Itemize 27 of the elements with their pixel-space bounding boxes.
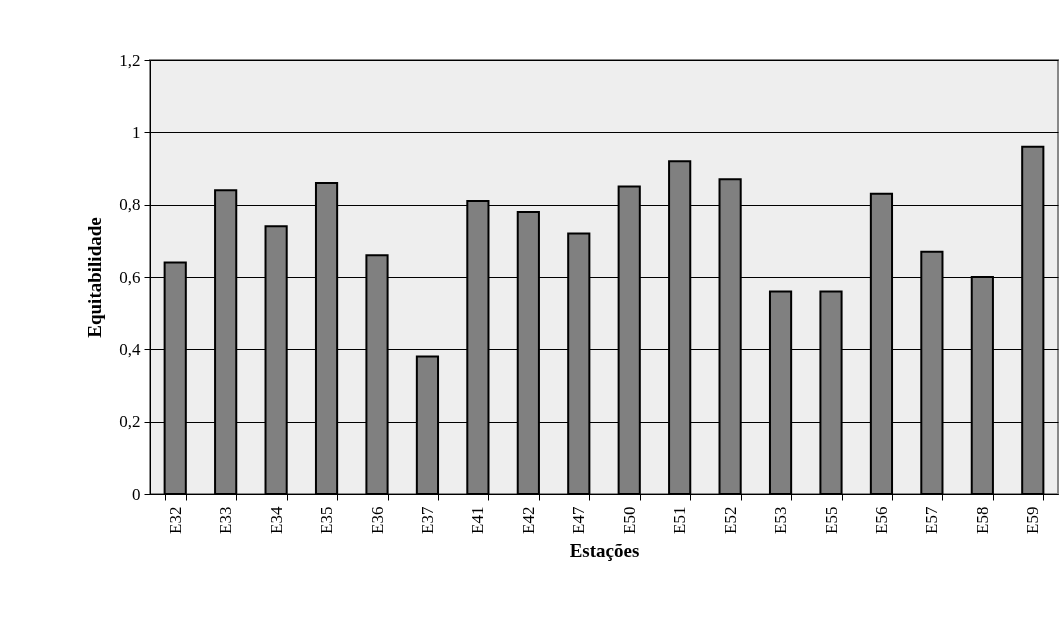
x-tick-label: E53 — [771, 506, 791, 534]
x-tick-label: E42 — [518, 506, 538, 534]
y-tick-label: 0,4 — [119, 339, 141, 359]
y-tick-label: 0 — [132, 484, 141, 504]
x-tick-label: E56 — [871, 506, 891, 534]
x-tick-label: E59 — [1023, 506, 1043, 534]
x-tick-label: E51 — [670, 506, 690, 534]
x-tick-label: E52 — [720, 506, 740, 534]
y-tick-label: 1,2 — [119, 50, 141, 70]
x-tick-label: E57 — [922, 506, 942, 534]
y-tick-label: 1 — [132, 122, 141, 142]
y-tick-label: 0,6 — [119, 267, 141, 287]
x-tick-label: E36 — [367, 506, 387, 534]
x-tick-label: E55 — [821, 506, 841, 534]
y-tick-label: 0,2 — [119, 412, 141, 432]
x-tick-label: E32 — [165, 506, 185, 534]
y-axis-title: Equitabilidade — [84, 217, 106, 338]
x-axis-title: Estações — [569, 539, 640, 561]
x-tick-label: E35 — [317, 506, 337, 534]
x-tick-label: E41 — [468, 506, 488, 534]
x-tick-label: E58 — [972, 506, 992, 534]
x-tick-label: E50 — [619, 506, 639, 534]
x-tick-label: E34 — [266, 506, 286, 534]
y-tick-label: 0,8 — [119, 195, 141, 215]
x-tick-label: E33 — [216, 506, 236, 534]
x-tick-label: E47 — [569, 506, 589, 534]
x-tick-label: E37 — [417, 506, 437, 534]
